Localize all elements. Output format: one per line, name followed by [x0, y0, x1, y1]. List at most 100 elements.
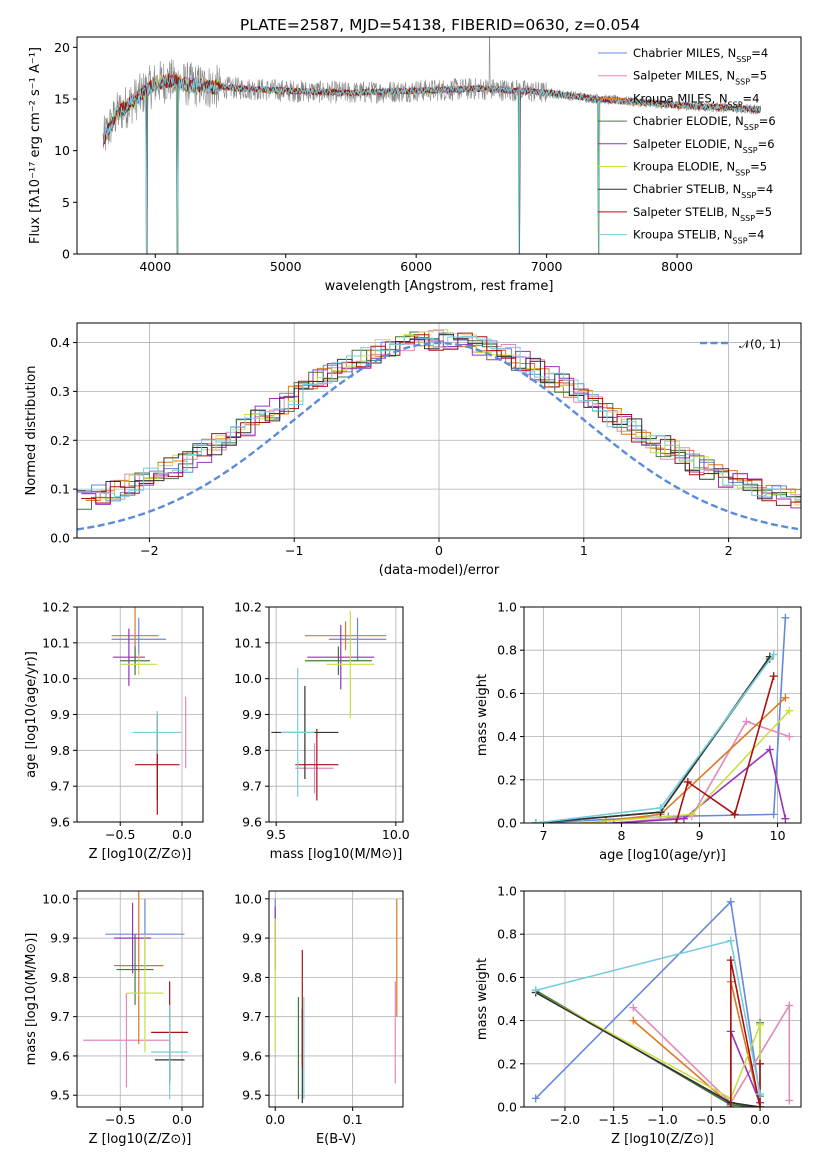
panel-age-vs-Z: −0.5 0.0 9.6 9.7 9.8 9.9 10.0 10.1 10.2 Z [log10(…: [24, 600, 204, 862]
x-tick-label: −1.5: [599, 1112, 629, 1127]
legend-label-4: Salpeter ELODIE, NSSP=6: [633, 137, 775, 155]
y-tick-label: 10.0: [42, 891, 70, 906]
legend-label-5: Kroupa ELODIE, NSSP=5: [633, 160, 767, 178]
y-tick-label: 0.0: [50, 531, 70, 546]
x-tick-label: 0.0: [172, 1112, 192, 1127]
residual-histogram-2: [85, 335, 801, 502]
y-axis-label: mass weight: [475, 958, 490, 1040]
y-tick-label: 0.4: [50, 335, 70, 350]
weight-marker-7: [672, 819, 681, 823]
y-tick-label: 0.4: [497, 1013, 517, 1028]
weight-marker-5: [687, 810, 696, 819]
weight-marker-1: [629, 1003, 638, 1012]
weight-marker-4: [781, 814, 790, 823]
weight-marker-2: [629, 1016, 638, 1025]
y-tick-label: 9.5: [242, 1088, 262, 1103]
y-tick-label: 0.3: [50, 384, 70, 399]
x-tick-label: −2: [140, 543, 158, 558]
y-tick-label: 10.2: [234, 600, 262, 615]
y-tick-label: 1.0: [497, 884, 517, 899]
weight-marker-7: [683, 777, 692, 786]
y-tick-label: 10: [54, 143, 70, 158]
panel-age-vs-mass: 9.5 10.0 9.6 9.7 9.8 9.9 10.0 10.1 10.2 mass [log…: [234, 600, 410, 863]
weight-marker-1: [742, 717, 751, 726]
panel-mass-weight-vs-Z: −2.0 −1.5 −1.0 −0.5 0.0 0.0 0.2 0.4 0.6 0.8 1.0 Z […: [475, 884, 802, 1147]
residual-histogram-6: [77, 334, 801, 500]
x-tick-label: 6000: [400, 259, 432, 274]
weight-marker-8: [531, 986, 540, 995]
x-axis-label: Z [log10(Z/Z⊙)]: [89, 1132, 192, 1147]
plot-area-residuals: [77, 329, 801, 531]
x-axis-label: wavelength [Angstrom, rest frame]: [325, 279, 554, 294]
normal-curve: [77, 341, 799, 531]
weight-series-line-1: [613, 720, 790, 823]
legend-label-2: Kroupa MILES, NSSP=4: [633, 91, 759, 109]
weight-marker-7: [726, 956, 735, 965]
axes-frame: [76, 890, 204, 1108]
y-tick-label: 9.9: [50, 931, 70, 946]
y-tick-label: 9.6: [50, 1048, 70, 1063]
frame-residuals: −2 −1 0 1 2 0.0 0.1 0.2 0.3 0.4 (data-model)/error…: [24, 322, 802, 578]
x-tick-label: −1: [285, 543, 303, 558]
x-tick-label: −1.0: [647, 1112, 677, 1127]
weight-series-line-5: [582, 710, 790, 823]
plot-area-spectrum: [102, 37, 761, 254]
y-axis-label: mass weight: [475, 674, 490, 756]
weight-series-line-0: [535, 617, 787, 823]
x-tick-label: 10.0: [382, 827, 410, 842]
weight-marker-2: [781, 693, 790, 702]
plot-area-age-vs-mass: [271, 610, 387, 801]
x-tick-label: 9: [696, 828, 704, 843]
weight-marker-1: [785, 732, 794, 741]
x-tick-label: −0.5: [105, 827, 135, 842]
x-axis-label: E(B-V): [316, 1132, 356, 1147]
weight-marker-7: [769, 672, 778, 681]
residual-histogram-5: [85, 329, 801, 506]
y-tick-label: 0.6: [497, 686, 517, 701]
y-tick-label: 9.5: [50, 1088, 70, 1103]
plot-area-mass-weight-vs-Z: [531, 897, 794, 1107]
y-tick-label: 9.7: [242, 779, 262, 794]
y-tick-label: 9.6: [242, 815, 262, 830]
x-tick-label: −2.0: [550, 1112, 580, 1127]
residual-histogram-7: [81, 332, 801, 506]
y-tick-label: 10.0: [42, 671, 70, 686]
y-tick-label: 10.1: [42, 635, 70, 650]
weight-marker-8: [756, 1090, 765, 1099]
legend-label-6: Chabrier STELIB, NSSP=4: [633, 182, 773, 200]
x-tick-label: 9.5: [266, 827, 286, 842]
frame-mass-vs-ebv: 0.0 0.1 9.5 9.6 9.7 9.8 9.9 10.0 E(B-V): [234, 890, 404, 1147]
residual-legend: 𝒩(0, 1): [700, 337, 781, 351]
y-tick-label: 20: [54, 40, 70, 55]
plot-area-mass-weight-vs-age: [531, 613, 794, 823]
y-tick-label: 9.8: [50, 743, 70, 758]
frame-mass-weight-vs-Z: −2.0 −1.5 −1.0 −0.5 0.0 0.0 0.2 0.4 0.6 0.8 1.0 Z […: [475, 884, 802, 1147]
x-axis-label: Z [log10(Z/Z⊙)]: [89, 847, 192, 862]
weight-marker-8: [531, 819, 540, 823]
y-tick-label: 0.8: [497, 927, 517, 942]
y-tick-label: 10.0: [234, 671, 262, 686]
weight-series-line-3: [535, 989, 761, 1107]
weight-series-line-0: [535, 900, 761, 1099]
y-tick-label: 0.0: [497, 1100, 517, 1115]
x-tick-label: 7000: [531, 259, 563, 274]
residual-histogram-1: [81, 330, 801, 500]
spectrum-legend: Chabrier MILES, NSSP=4 Salpeter MILES, NS…: [598, 46, 776, 245]
weight-marker-0: [769, 810, 778, 819]
x-tick-label: 1: [580, 543, 588, 558]
weight-marker-7: [730, 810, 739, 819]
weight-marker-5: [785, 706, 794, 715]
legend-label-0: Chabrier MILES, NSSP=4: [633, 46, 768, 64]
weight-series-line-7: [675, 675, 775, 823]
x-tick-label: 7: [540, 828, 548, 843]
x-tick-label: 0: [435, 543, 443, 558]
x-axis-label: age [log10(age/yr)]: [599, 848, 726, 863]
axes-frame: [523, 606, 802, 824]
y-tick-label: 10.2: [42, 600, 70, 615]
y-tick-label: 9.7: [50, 779, 70, 794]
weight-marker-1: [785, 1001, 794, 1010]
x-tick-label: 0.0: [172, 827, 192, 842]
y-tick-label: 0.8: [497, 643, 517, 658]
y-tick-label: 0.2: [50, 433, 70, 448]
weight-series-line-7: [730, 959, 761, 1107]
